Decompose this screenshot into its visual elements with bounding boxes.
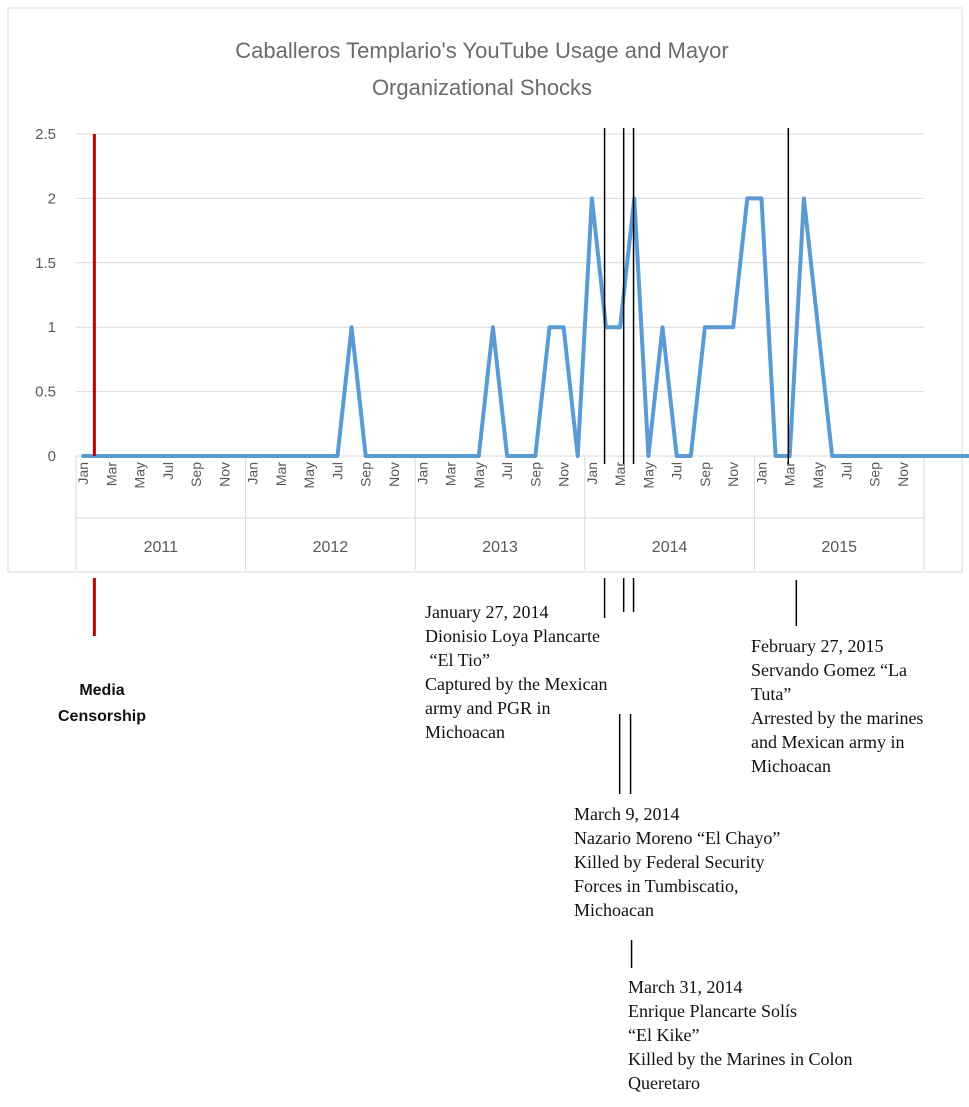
year-labels: 2011 2012 2013 2014 2015: [144, 539, 858, 556]
data-series: [81, 196, 969, 458]
chart-area: [7, 7, 963, 573]
annotation-el-tio: January 27, 2014 Dionisio Loya Plancarte…: [425, 600, 607, 744]
annotation-line: Servando Gomez “La: [751, 660, 907, 680]
x-tick-label: Jul: [160, 462, 176, 480]
x-tick-label: Jul: [329, 462, 345, 480]
x-tick-label: Jan: [75, 462, 91, 485]
x-tick-label: Sep: [188, 462, 204, 487]
annotation-line: Queretaro: [628, 1073, 700, 1093]
y-tick-label: 1: [48, 319, 56, 336]
x-tick-label: May: [301, 462, 317, 488]
annotation-line: Tuta”: [751, 684, 792, 704]
annotation-line: Forces in Tumbiscatio,: [574, 876, 739, 896]
annotation-line: Killed by the Marines in Colon: [628, 1049, 853, 1069]
y-tick-label: 2: [48, 190, 56, 207]
x-tick-label: Mar: [782, 462, 798, 486]
event-markers: [92, 128, 798, 968]
x-tick-label: Jul: [669, 462, 685, 480]
x-tick-label: Nov: [725, 462, 741, 487]
annotation-line: Killed by Federal Security: [574, 852, 765, 872]
series-line: [81, 196, 969, 458]
x-tick-label: Mar: [273, 462, 289, 486]
y-tick-label: 2.5: [35, 126, 56, 143]
x-tick-label: Nov: [556, 462, 572, 487]
annotation-line: Michoacan: [574, 900, 654, 920]
annotation-line: and Mexican army in: [751, 732, 905, 752]
x-tick-label: Nov: [895, 462, 911, 487]
x-tick-label: Jan: [245, 462, 261, 485]
media-label-line-1: Media: [79, 682, 125, 699]
annotation-line: Enrique Plancarte Solís: [628, 1001, 797, 1021]
x-tick-label: May: [471, 462, 487, 488]
x-tick-label: Nov: [216, 462, 232, 487]
annotation-line: Arrested by the marines: [751, 708, 924, 728]
annotation-line: February 27, 2015: [751, 636, 884, 656]
x-tick-label: Jan: [414, 462, 430, 485]
chart-title-line-2: Organizational Shocks: [372, 75, 592, 100]
annotation-line: March 31, 2014: [628, 977, 743, 997]
x-tick-label: Jul: [499, 462, 515, 480]
media-label-line-2: Censorship: [57, 708, 146, 725]
year-label: 2011: [144, 539, 179, 556]
annotation-line: Nazario Moreno “El Chayo”: [574, 828, 781, 848]
x-tick-label: May: [640, 462, 656, 488]
x-tick-label: Nov: [386, 462, 402, 487]
x-tick-label: May: [132, 462, 148, 488]
chart-title-line-1: Caballeros Templario's YouTube Usage and…: [235, 38, 728, 63]
x-tick-label: Sep: [867, 462, 883, 487]
x-tick-labels: Jan Mar May Jul Sep Nov Jan Mar May Jul Sep Nov Jan M…: [75, 462, 911, 489]
x-tick-label: Sep: [527, 462, 543, 487]
x-tick-label: Mar: [443, 462, 459, 486]
year-label: 2015: [821, 539, 857, 556]
x-tick-label: Jan: [584, 462, 600, 485]
y-tick-label: 0.5: [35, 384, 56, 401]
y-tick-label: 0: [48, 448, 56, 465]
annotation-line: Captured by the Mexican: [425, 674, 608, 694]
annotation-line: Michoacan: [425, 722, 505, 742]
year-label: 2014: [652, 539, 688, 556]
x-tick-label: Jul: [838, 462, 854, 480]
annotation-line: Dionisio Loya Plancarte: [425, 626, 600, 646]
y-tick-label: 1.5: [35, 255, 56, 272]
annotation-line: January 27, 2014: [425, 602, 549, 622]
x-tick-label: May: [810, 462, 826, 488]
annotation-line: March 9, 2014: [574, 804, 680, 824]
year-label: 2013: [482, 539, 518, 556]
year-label: 2012: [313, 539, 349, 556]
x-tick-label: Jan: [753, 462, 769, 485]
x-tick-label: Mar: [612, 462, 628, 486]
x-tick-label: Sep: [697, 462, 713, 487]
x-tick-label: Mar: [103, 462, 119, 486]
annotation-el-chayo: March 9, 2014 Nazario Moreno “El Chayo” …: [574, 802, 780, 922]
x-tick-label: Sep: [358, 462, 374, 487]
annotation-el-kike: March 31, 2014 Enrique Plancarte Solís “…: [628, 975, 852, 1095]
annotation-la-tuta: February 27, 2015 Servando Gomez “La Tut…: [751, 634, 923, 778]
annotation-line: “El Tio”: [425, 650, 491, 670]
annotation-line: “El Kike”: [628, 1025, 700, 1045]
annotation-line: army and PGR in: [425, 698, 551, 718]
annotation-line: Michoacan: [751, 756, 831, 776]
y-tick-labels: 2.5 2 1.5 1 0.5 0: [35, 126, 56, 465]
media-censorship-label: Media Censorship: [42, 678, 162, 730]
